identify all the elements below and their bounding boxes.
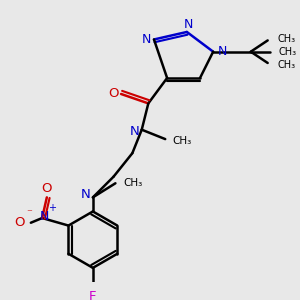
Text: CH₃: CH₃ <box>279 47 297 57</box>
Text: N: N <box>142 33 151 46</box>
Text: N: N <box>218 45 227 58</box>
Text: CH₃: CH₃ <box>277 60 295 70</box>
Text: N: N <box>80 188 90 201</box>
Text: CH₃: CH₃ <box>173 136 192 146</box>
Text: ⁻: ⁻ <box>26 208 32 218</box>
Text: N: N <box>184 18 194 31</box>
Text: N: N <box>129 125 139 138</box>
Text: CH₃: CH₃ <box>123 178 142 188</box>
Text: F: F <box>89 290 97 300</box>
Text: N: N <box>39 210 49 223</box>
Text: O: O <box>42 182 52 195</box>
Text: O: O <box>108 88 119 100</box>
Text: +: + <box>47 203 56 213</box>
Text: O: O <box>14 216 25 229</box>
Text: CH₃: CH₃ <box>277 34 295 44</box>
